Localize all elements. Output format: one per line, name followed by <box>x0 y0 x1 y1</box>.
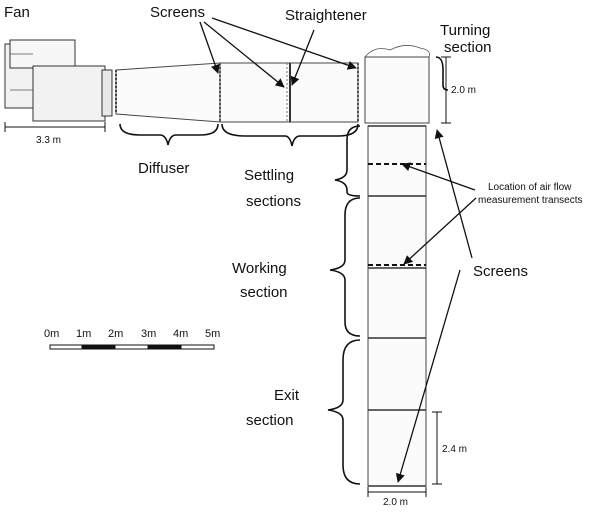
scale-tick-0: 0m <box>44 328 59 340</box>
dimensions <box>4 56 451 497</box>
settling-sections <box>219 62 359 123</box>
working-label-line2: section <box>240 284 288 301</box>
straightener-arrow <box>290 29 315 86</box>
turning-brace <box>435 56 449 91</box>
turning-label-line2: section <box>444 39 492 56</box>
settling-brace-top <box>221 123 359 147</box>
scale-seg-2 <box>81 344 116 350</box>
settling-label-line1: Settling <box>244 167 294 184</box>
turning-section <box>364 45 430 124</box>
settling-brace-side <box>334 125 361 197</box>
vertical-duct <box>367 125 427 487</box>
exit-label-line2: section <box>246 412 294 429</box>
exit-label-line1: Exit <box>274 387 300 404</box>
scale-seg-1 <box>49 344 83 350</box>
fan-label: Fan <box>4 4 30 21</box>
working-label-line1: Working <box>232 260 287 277</box>
arrows <box>199 17 477 483</box>
diffuser-label: Diffuser <box>138 160 189 177</box>
scale-tick-5: 5m <box>205 328 220 340</box>
transects-label-line2: measurement transects <box>478 195 583 206</box>
screens-right-arrow-2 <box>395 269 461 483</box>
width-dimension-label: 2.0 m <box>383 497 408 508</box>
scale-seg-4 <box>147 344 182 350</box>
screens-right-label: Screens <box>473 263 528 280</box>
scale-tick-2: 2m <box>108 328 123 340</box>
exit-dimension-label: 2.4 m <box>442 444 467 455</box>
transect-arrow-1 <box>401 162 476 191</box>
diffuser <box>115 62 221 123</box>
scale-bar: 0m 1m 2m 3m 4m 5m <box>44 328 220 350</box>
screens-arrow-1 <box>199 21 220 74</box>
scale-tick-1: 1m <box>76 328 91 340</box>
exit-brace <box>327 339 361 485</box>
turning-dimension-label: 2.0 m <box>451 85 476 96</box>
turning-label-line1: Turning <box>440 22 490 39</box>
settling-label-line2: sections <box>246 193 301 210</box>
scale-tick-3: 3m <box>141 328 156 340</box>
transect-arrow-2 <box>403 197 477 265</box>
screens-arrow-3 <box>211 17 357 70</box>
scale-seg-5 <box>180 344 215 350</box>
screens-arrow-2 <box>203 21 285 88</box>
diffuser-brace <box>119 123 219 146</box>
transects-label-line1: Location of air flow <box>488 182 572 193</box>
scale-seg-3 <box>114 344 149 350</box>
working-brace <box>329 197 361 337</box>
screens-top-label: Screens <box>150 4 205 21</box>
screens-right-arrow-1 <box>434 129 473 259</box>
fan <box>4 39 113 122</box>
straightener-label: Straightener <box>285 7 367 24</box>
scale-tick-4: 4m <box>173 328 188 340</box>
fan-dimension-label: 3.3 m <box>36 135 61 146</box>
braces <box>119 56 449 485</box>
